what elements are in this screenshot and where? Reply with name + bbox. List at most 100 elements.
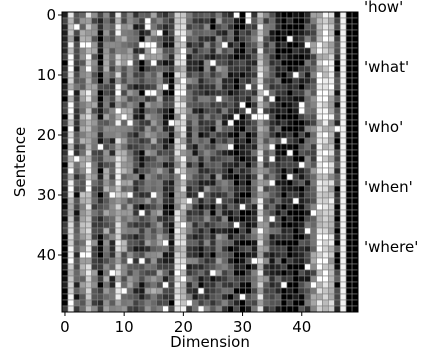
heatmap-cell (61, 59, 69, 67)
heatmap-cell (138, 113, 146, 121)
heatmap-cell (79, 35, 86, 43)
heatmap-cell (280, 89, 288, 97)
heatmap-cell (339, 11, 347, 19)
heatmap-cell (239, 155, 246, 163)
heatmap-cell (292, 41, 300, 49)
heatmap-cell (174, 227, 181, 235)
heatmap-cell (150, 23, 158, 31)
heatmap-cell (268, 53, 276, 61)
heatmap-cell (73, 125, 81, 133)
heatmap-cell (304, 299, 311, 307)
heatmap-cell (251, 29, 258, 37)
heatmap-cell (150, 257, 158, 265)
heatmap-cell (334, 155, 341, 163)
heatmap-cell (103, 83, 110, 91)
heatmap-cell (245, 17, 252, 25)
heatmap-cell (109, 23, 116, 31)
heatmap-cell (114, 41, 122, 49)
heatmap-cell (186, 161, 193, 169)
heatmap-cell (186, 185, 193, 193)
heatmap-cell (274, 17, 282, 25)
heatmap-cell (339, 95, 347, 103)
heatmap-cell (310, 77, 317, 85)
heatmap-cell (274, 233, 282, 241)
heatmap-cell (168, 161, 175, 169)
heatmap-cell (209, 233, 217, 241)
heatmap-cell (339, 41, 347, 49)
heatmap-cell (126, 251, 134, 259)
heatmap-cell (132, 209, 140, 217)
heatmap-cell (339, 167, 347, 175)
heatmap-cell (310, 65, 317, 73)
heatmap-cell (174, 143, 181, 151)
heatmap-cell (262, 83, 270, 91)
heatmap-cell (310, 119, 317, 127)
heatmap-cell (180, 11, 187, 19)
heatmap-cell (168, 29, 175, 37)
heatmap-cell (334, 119, 341, 127)
heatmap-cell (215, 47, 223, 55)
heatmap-cell (292, 113, 300, 121)
heatmap-cell (316, 173, 323, 181)
heatmap-cell (239, 101, 246, 109)
heatmap-cell (79, 293, 86, 301)
heatmap-cell (316, 275, 323, 283)
heatmap-cell (239, 281, 246, 289)
heatmap-cell (97, 215, 104, 223)
heatmap-cell (79, 83, 86, 91)
heatmap-cell (280, 143, 288, 151)
heatmap-cell (310, 143, 317, 151)
heatmap-cell (156, 107, 163, 115)
heatmap-cell (180, 17, 187, 25)
heatmap-cell (334, 269, 341, 277)
heatmap-cell (351, 77, 359, 85)
heatmap-cell (262, 293, 270, 301)
heatmap-cell (280, 83, 288, 91)
heatmap-cell (132, 263, 140, 271)
heatmap-cell (304, 107, 311, 115)
heatmap-cell (61, 209, 69, 217)
heatmap-cell (221, 251, 229, 259)
heatmap-cell (257, 287, 264, 295)
heatmap-cell (286, 173, 294, 181)
heatmap-cell (114, 185, 122, 193)
heatmap-cell (316, 239, 323, 247)
heatmap-cell (91, 227, 98, 235)
heatmap-cell (73, 197, 81, 205)
heatmap-cell (203, 299, 211, 307)
heatmap-cell (203, 239, 211, 247)
heatmap-cell (227, 251, 234, 259)
heatmap-cell (209, 107, 217, 115)
heatmap-cell (251, 215, 258, 223)
heatmap-cell (197, 299, 205, 307)
heatmap-cell (251, 233, 258, 241)
heatmap-cell (298, 215, 306, 223)
heatmap-cell (126, 89, 134, 97)
heatmap-cell (85, 197, 92, 205)
heatmap-cell (91, 41, 98, 49)
heatmap-cell (114, 17, 122, 25)
heatmap-cell (91, 59, 98, 67)
heatmap-cell (209, 95, 217, 103)
heatmap-cell (334, 173, 341, 181)
heatmap-cell (334, 11, 341, 19)
heatmap-cell (316, 221, 323, 229)
heatmap-cell (298, 269, 306, 277)
heatmap-cell (221, 299, 229, 307)
heatmap-cell (120, 305, 128, 313)
heatmap-cell (215, 131, 223, 139)
heatmap-cell (310, 197, 317, 205)
heatmap-cell (227, 83, 234, 91)
heatmap-cell (215, 113, 223, 121)
heatmap-cell (298, 305, 306, 313)
heatmap-cell (292, 185, 300, 193)
heatmap-cell (304, 179, 311, 187)
heatmap-cell (73, 77, 81, 85)
heatmap-cell (316, 149, 323, 157)
heatmap-cell (215, 257, 223, 265)
heatmap-cell (334, 101, 341, 109)
heatmap-cell (109, 191, 116, 199)
heatmap-cell (239, 113, 246, 121)
heatmap-cell (191, 221, 199, 229)
heatmap-cell (334, 41, 341, 49)
